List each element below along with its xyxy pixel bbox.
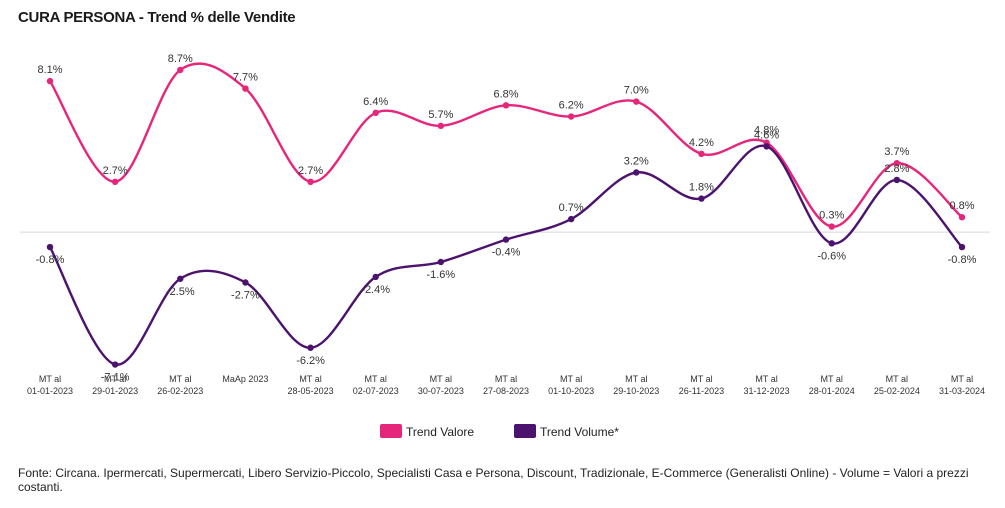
point-valore-5 xyxy=(372,109,379,117)
point-volume-2 xyxy=(177,275,184,282)
x-tick-label-7-0: MT al xyxy=(495,374,517,384)
data-label-volume-4: -6.2% xyxy=(296,355,325,367)
data-label-volume-9: 3.2% xyxy=(624,155,649,167)
x-tick-label-9-1: 29-10-2023 xyxy=(613,386,659,396)
legend-swatch-valore xyxy=(380,424,402,438)
point-volume-8 xyxy=(567,215,575,223)
data-label-valore-1: 2.7% xyxy=(103,165,128,177)
x-tick-label-14-1: 31-03-2024 xyxy=(939,386,985,396)
data-label-volume-2: -2.5% xyxy=(166,286,195,298)
point-valore-13 xyxy=(893,159,901,167)
legend-label-valore: Trend Valore xyxy=(406,425,474,439)
data-label-valore-7: 6.8% xyxy=(493,88,518,100)
data-label-volume-3: -2.7% xyxy=(231,289,260,301)
x-tick-label-7-1: 27-08-2023 xyxy=(483,386,529,396)
point-volume-10 xyxy=(698,195,705,202)
x-tick-label-1-1: 29-01-2023 xyxy=(92,386,138,396)
point-valore-6 xyxy=(437,122,445,130)
x-tick-label-8-0: MT al xyxy=(560,374,582,384)
x-tick-label-2-0: MT al xyxy=(169,374,191,384)
x-tick-label-10-0: MT al xyxy=(690,374,712,384)
data-label-valore-5: 6.4% xyxy=(363,96,388,108)
point-volume-7 xyxy=(502,236,510,243)
point-valore-9 xyxy=(633,98,640,105)
point-valore-8 xyxy=(567,113,575,120)
data-label-volume-8: 0.7% xyxy=(559,202,584,214)
x-tick-label-2-1: 26-02-2023 xyxy=(157,386,203,396)
point-valore-2 xyxy=(177,66,184,74)
point-volume-14 xyxy=(958,243,966,251)
data-label-volume-6: -1.6% xyxy=(426,269,455,281)
x-tick-label-4-1: 28-05-2023 xyxy=(288,386,334,396)
line-chart: 8.1% 2.7% 8.7% 7.7% 2.7% 6.4% 5.7% 6.8% 6.2% 7.0%… xyxy=(20,53,990,439)
data-label-volume-7: -0.4% xyxy=(492,247,521,259)
x-tick-label-6-0: MT al xyxy=(430,374,452,384)
data-label-volume-0: -0.8% xyxy=(36,254,65,266)
data-label-valore-8: 6.2% xyxy=(559,100,584,112)
point-volume-0 xyxy=(46,243,54,251)
point-valore-10 xyxy=(698,150,705,158)
point-valore-3 xyxy=(242,85,249,92)
data-label-volume-14: -0.8% xyxy=(948,254,977,266)
data-label-volume-11: 4.6% xyxy=(754,129,779,141)
data-label-volume-12: -0.6% xyxy=(817,250,846,262)
point-volume-3 xyxy=(242,279,249,286)
x-tick-label-6-1: 30-07-2023 xyxy=(418,386,464,396)
data-label-volume-13: 2.8% xyxy=(884,163,909,175)
x-tick-label-3-0: MaAp 2023 xyxy=(222,374,268,384)
data-label-volume-10: 1.8% xyxy=(689,182,714,194)
x-tick-label-5-1: 02-07-2023 xyxy=(353,386,399,396)
chart-title: CURA PERSONA - Trend % delle Vendite xyxy=(18,9,296,26)
x-tick-label-13-1: 25-02-2024 xyxy=(874,386,920,396)
x-tick-label-12-0: MT al xyxy=(821,374,843,384)
x-tick-label-10-1: 26-11-2023 xyxy=(679,386,724,396)
data-label-valore-6: 5.7% xyxy=(428,109,453,121)
data-label-valore-9: 7.0% xyxy=(624,85,649,97)
data-label-valore-13: 3.7% xyxy=(884,146,909,158)
point-volume-4 xyxy=(307,344,314,351)
point-volume-11 xyxy=(763,143,770,150)
x-tick-label-8-1: 01-10-2023 xyxy=(548,386,594,396)
x-tick-label-14-0: MT al xyxy=(951,374,973,384)
point-valore-4 xyxy=(307,178,314,185)
data-label-valore-11: 4.8% xyxy=(754,125,779,137)
x-tick-label-13-0: MT al xyxy=(886,374,908,384)
legend-swatch-volume xyxy=(514,424,536,438)
point-valore-12 xyxy=(828,223,835,230)
x-tick-label-1-0: MT al xyxy=(104,374,126,384)
point-volume-13 xyxy=(893,176,901,184)
x-tick-label-4-0: MT al xyxy=(299,374,321,384)
data-label-valore-4: 2.7% xyxy=(298,165,323,177)
point-volume-5 xyxy=(372,273,379,281)
x-tick-label-11-1: 31-12-2023 xyxy=(744,386,790,396)
point-volume-1 xyxy=(111,361,119,368)
data-label-volume-5: -2.4% xyxy=(361,284,390,296)
point-volume-12 xyxy=(828,240,835,247)
x-tick-label-11-0: MT al xyxy=(755,374,777,384)
point-volume-6 xyxy=(437,258,445,266)
point-valore-0 xyxy=(46,77,54,85)
x-tick-label-5-0: MT al xyxy=(365,374,387,384)
source-footnote: Fonte: Circana. Ipermercati, Supermercat… xyxy=(18,466,969,494)
point-volume-9 xyxy=(633,169,640,176)
x-tick-label-12-1: 28-01-2024 xyxy=(809,386,855,396)
point-valore-7 xyxy=(502,102,510,109)
data-label-volume-1: -7.1% xyxy=(101,372,130,384)
x-tick-label-9-0: MT al xyxy=(625,374,647,384)
data-label-valore-3: 7.7% xyxy=(233,72,258,84)
data-label-valore-14: 0.8% xyxy=(949,200,974,212)
legend-label-volume: Trend Volume* xyxy=(540,425,619,439)
point-valore-14 xyxy=(958,214,966,221)
x-tick-label-0-0: MT al xyxy=(39,374,61,384)
point-valore-1 xyxy=(111,178,119,185)
data-label-valore-2: 8.7% xyxy=(168,53,193,65)
data-label-valore-10: 4.2% xyxy=(689,137,714,149)
data-label-valore-12: 0.3% xyxy=(819,210,844,222)
x-tick-label-0-1: 01-01-2023 xyxy=(27,386,73,396)
data-label-valore-0: 8.1% xyxy=(37,64,62,76)
